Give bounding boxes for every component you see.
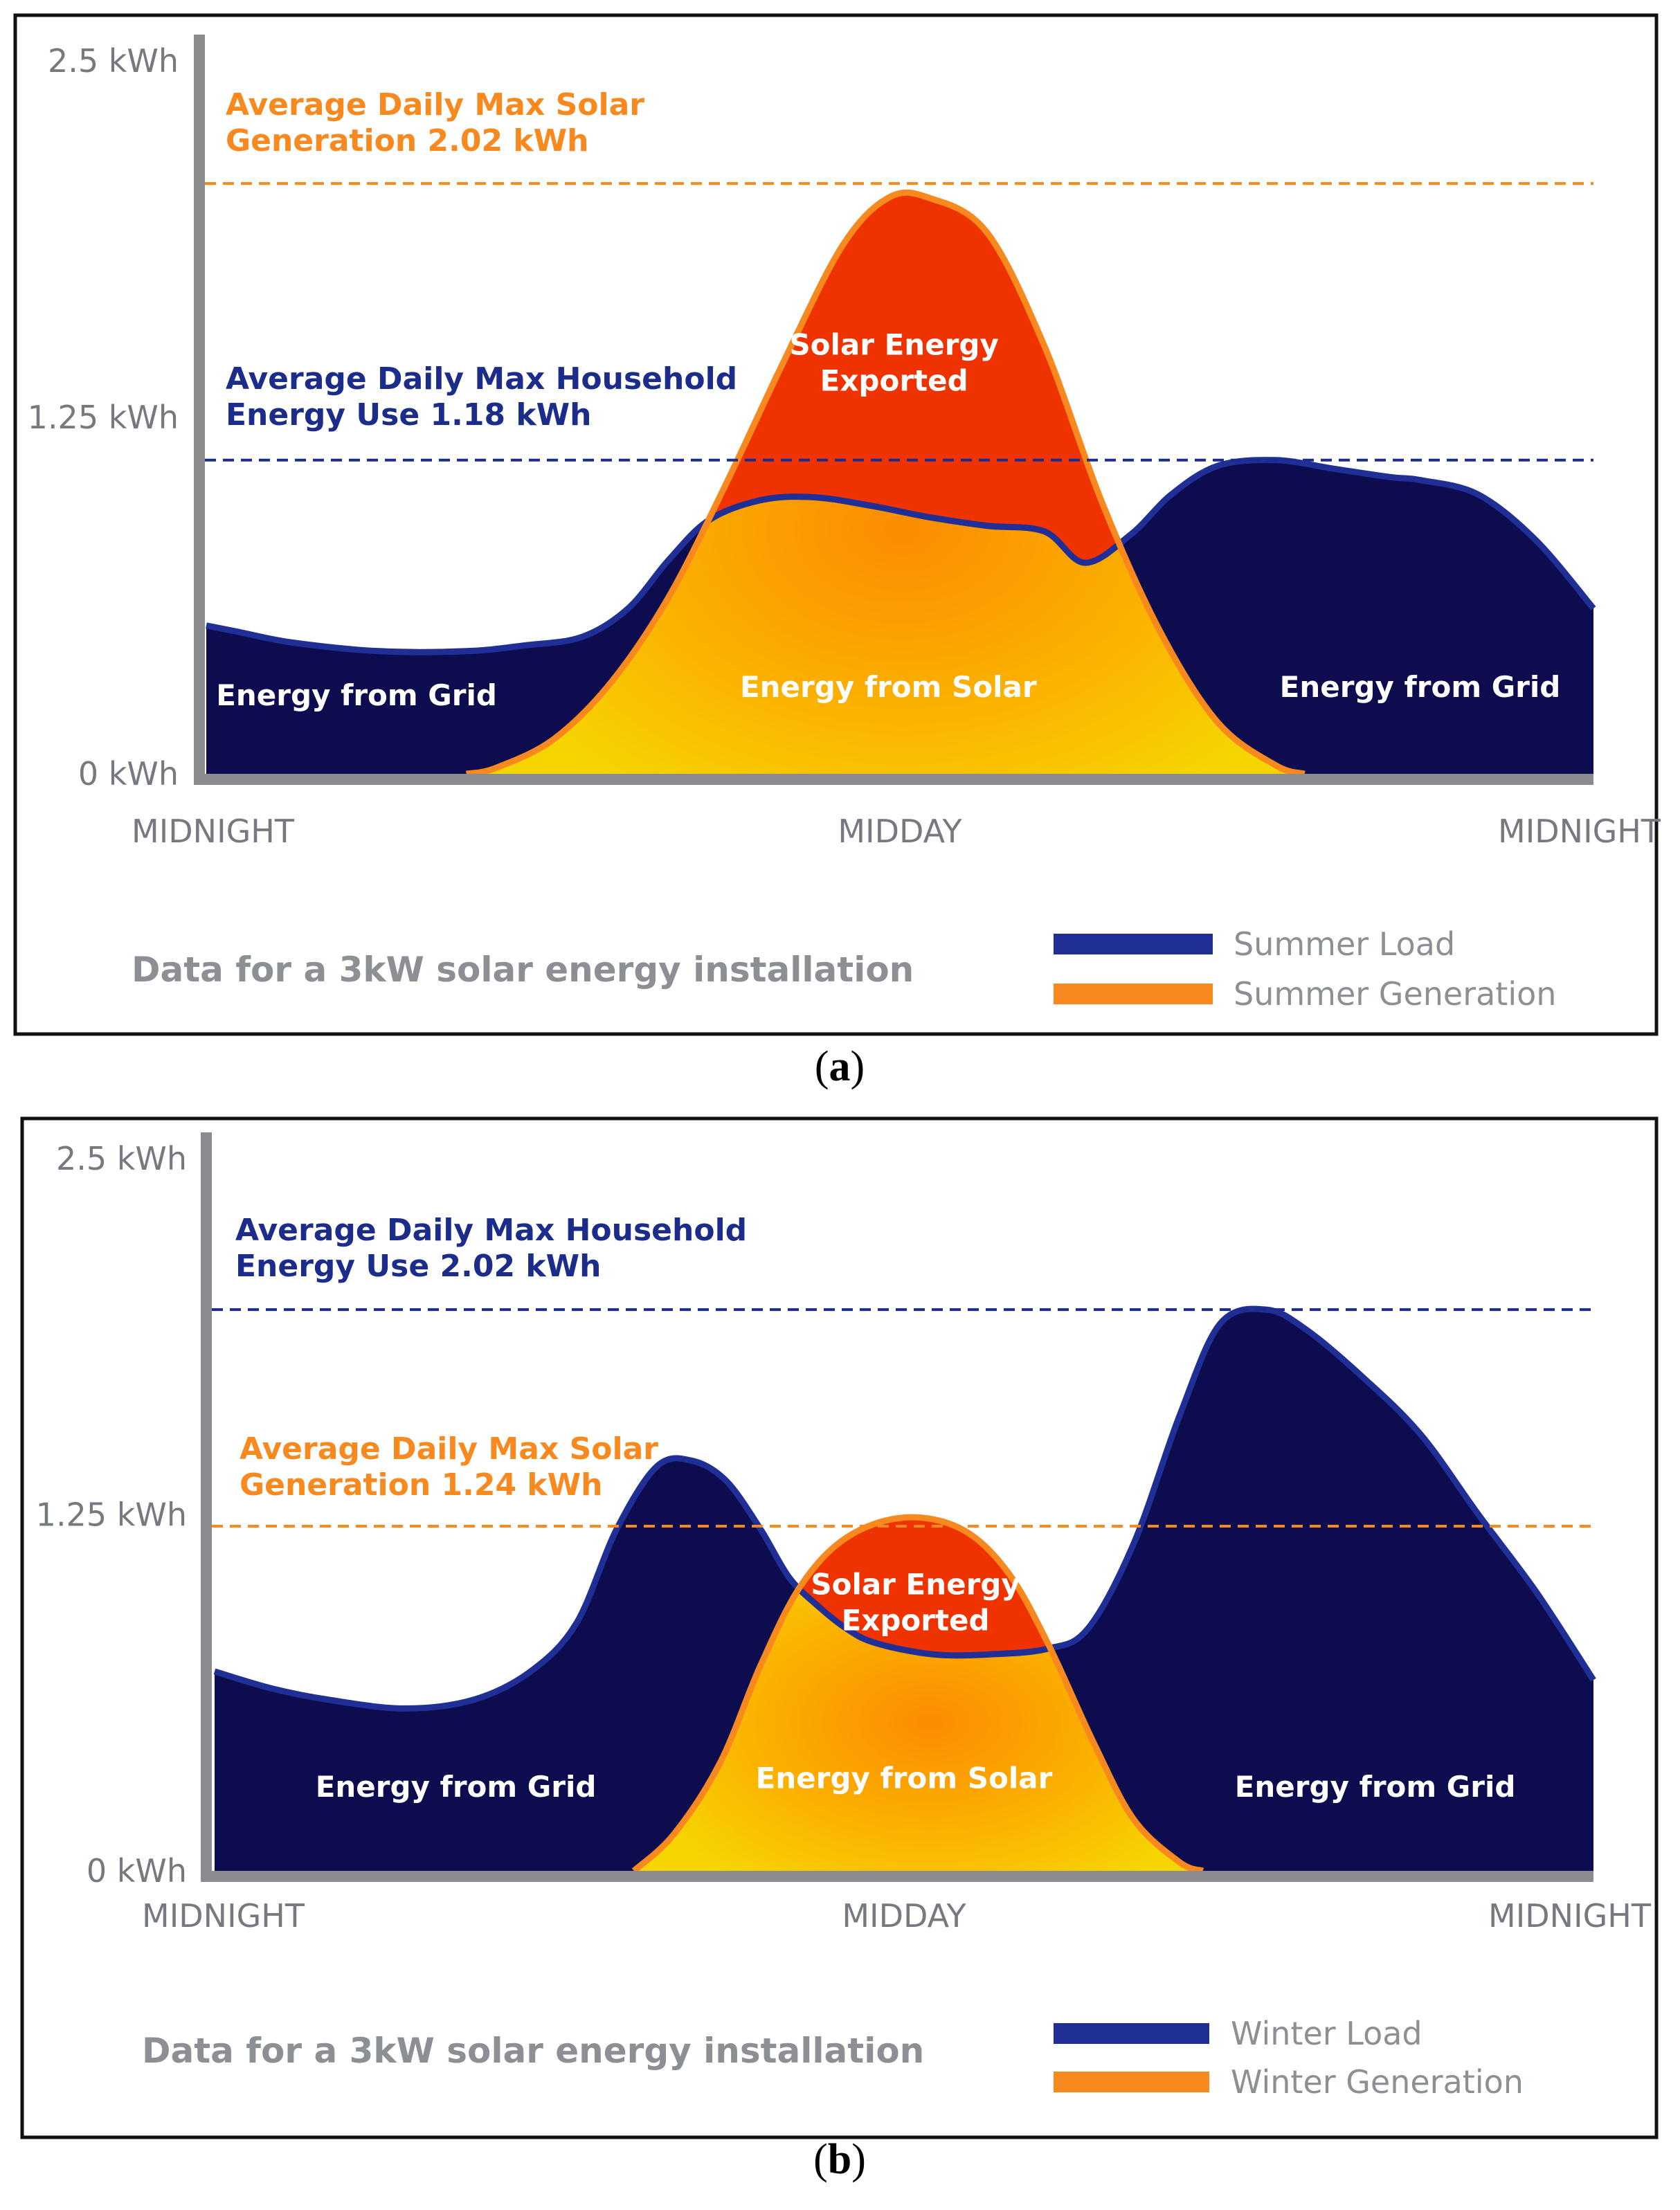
legend-swatch xyxy=(1054,2023,1209,2044)
region-label-grid-right: Energy from Grid xyxy=(1235,1770,1516,1804)
generation-line xyxy=(465,189,1306,777)
x-axis xyxy=(201,1871,1593,1882)
y-axis xyxy=(201,1132,212,1876)
max-solar-label: Generation 2.02 kWh xyxy=(226,123,589,158)
y-tick-label: 1.25 kWh xyxy=(36,1496,187,1534)
sublabel-open-paren: ( xyxy=(815,1043,829,1090)
max-load-label: Average Daily Max Household xyxy=(235,1213,747,1248)
load-area xyxy=(215,1309,1593,1871)
y-tick-label: 0 kWh xyxy=(78,755,179,792)
y-tick-label: 2.5 kWh xyxy=(56,1140,187,1177)
y-axis xyxy=(194,35,205,779)
legend-label: Summer Load xyxy=(1234,925,1455,963)
x-tick-label: MIDNIGHT xyxy=(1488,1897,1652,1935)
x-tick-label: MIDNIGHT xyxy=(132,813,295,850)
region-label-exported: Exported xyxy=(842,1604,990,1638)
installation-note: Data for a 3kW solar energy installation xyxy=(142,2031,924,2071)
legend-label: Summer Generation xyxy=(1234,975,1556,1013)
y-tick-label: 1.25 kWh xyxy=(28,399,179,436)
x-tick-label: MIDNIGHT xyxy=(142,1897,305,1935)
region-label-solar: Energy from Solar xyxy=(756,1761,1053,1795)
sublabel-open-paren: ( xyxy=(813,2136,828,2183)
legend-label: Winter Load xyxy=(1231,2015,1422,2052)
region-label-exported: Exported xyxy=(820,363,968,397)
sublabel-letter: a xyxy=(829,1043,851,1090)
x-tick-label: MIDDAY xyxy=(842,1897,966,1935)
max-load-label: Average Daily Max Household xyxy=(226,361,737,397)
sublabel-close-paren: ) xyxy=(851,2136,866,2183)
solar-self-use-area xyxy=(633,1517,1203,1871)
legend-swatch xyxy=(1054,2072,1209,2092)
generation-line xyxy=(631,1514,1204,1874)
legend-swatch xyxy=(1054,934,1213,954)
x-tick-label: MIDNIGHT xyxy=(1498,813,1661,850)
x-axis xyxy=(194,774,1593,785)
load-line xyxy=(213,1305,1596,1712)
max-solar-label: Average Daily Max Solar xyxy=(226,87,644,123)
max-load-label: Energy Use 2.02 kWh xyxy=(235,1249,602,1284)
region-label-grid-left: Energy from Grid xyxy=(216,678,497,712)
panel-sublabel: (a) xyxy=(815,1043,865,1090)
installation-note: Data for a 3kW solar energy installation xyxy=(132,950,914,990)
legend-label: Winter Generation xyxy=(1231,2063,1524,2101)
x-tick-label: MIDDAY xyxy=(838,813,962,850)
sublabel-close-paren: ) xyxy=(851,1043,865,1090)
region-label-exported: Solar Energy xyxy=(811,1568,1020,1602)
max-solar-label: Generation 1.24 kWh xyxy=(240,1467,603,1503)
panel-sublabel: (b) xyxy=(813,2136,866,2183)
max-load-label: Energy Use 1.18 kWh xyxy=(226,397,592,433)
y-tick-label: 2.5 kWh xyxy=(48,42,179,80)
region-label-exported: Solar Energy xyxy=(789,327,998,361)
region-label-solar: Energy from Solar xyxy=(740,670,1037,704)
max-solar-label: Average Daily Max Solar xyxy=(240,1431,658,1467)
region-label-grid-left: Energy from Grid xyxy=(316,1770,597,1804)
sublabel-letter: b xyxy=(828,2136,851,2183)
region-label-grid-right: Energy from Grid xyxy=(1280,670,1561,704)
y-tick-label: 0 kWh xyxy=(87,1852,187,1890)
load-line xyxy=(206,457,1596,655)
legend-swatch xyxy=(1054,984,1213,1004)
